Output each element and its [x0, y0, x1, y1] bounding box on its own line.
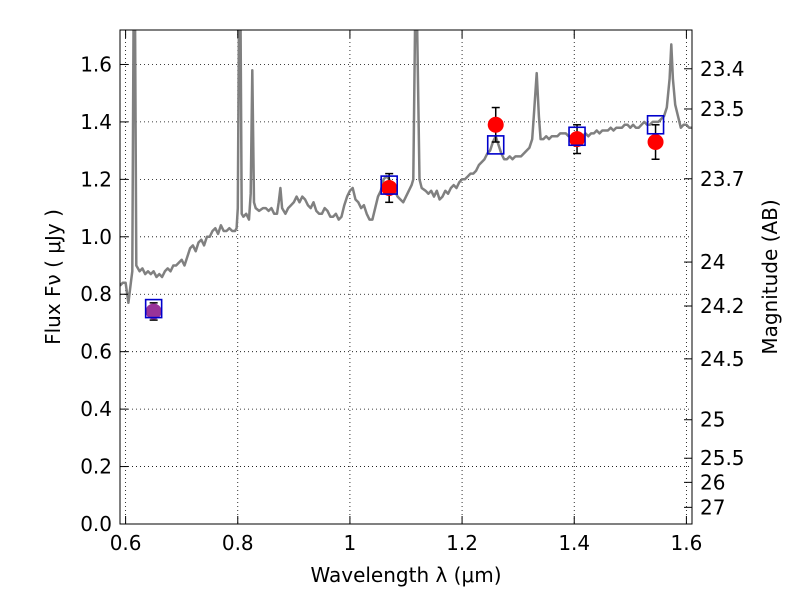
y-tick-label: 0.0 — [80, 512, 112, 536]
y-tick-label: 1.0 — [80, 225, 112, 249]
plot-frame — [119, 29, 693, 525]
observed-point — [569, 131, 586, 148]
y-tick-label: 1.2 — [80, 167, 112, 191]
model-photometry-square — [486, 135, 505, 155]
plot-area — [120, 30, 692, 321]
model-photometry-square — [380, 175, 398, 195]
right-tick-label: 23.7 — [700, 167, 745, 191]
tick-labels: 0.6 0.8 1 1.2 1.4 1.6 0.0 0.2 0.4 0.6 0.8 1.0 1.2 1.4… — [80, 52, 744, 555]
observed-point — [647, 134, 664, 151]
y-tick-label: 0.6 — [80, 340, 112, 364]
x-tick-label: 1 — [344, 531, 357, 555]
y-tick-label: 0.4 — [80, 397, 112, 421]
x-tick-label: 1.2 — [446, 531, 478, 555]
observed-point — [487, 116, 504, 133]
y-axis-label-right: Magnitude (AB) — [758, 199, 782, 354]
x-tick-label: 1.6 — [670, 531, 702, 555]
model-photometry-square — [568, 126, 586, 147]
model-photometry-square — [646, 114, 665, 135]
x-axis-label: Wavelength λ (μm) — [310, 563, 501, 587]
right-tick-label: 26 — [700, 470, 725, 494]
y-tick-label: 0.8 — [80, 282, 112, 306]
right-tick-label: 23.4 — [700, 57, 745, 81]
right-tick-label: 25 — [700, 408, 725, 432]
axis-ticks — [120, 30, 692, 525]
right-tick-label: 27 — [700, 495, 725, 519]
x-tick-label: 0.8 — [222, 531, 254, 555]
y-tick-label: 0.2 — [80, 455, 112, 479]
y-axis-label-left: Flux Fν ( μJy ) — [41, 209, 65, 345]
observed-point — [381, 179, 398, 196]
model-spectrum-line — [120, 30, 692, 305]
right-tick-label: 25.5 — [700, 446, 745, 470]
y-tick-label: 1.6 — [80, 52, 112, 76]
right-tick-label: 24.5 — [700, 347, 745, 371]
model-photometry-square — [144, 298, 163, 319]
x-tick-label: 1.4 — [558, 531, 590, 555]
right-tick-label: 24 — [700, 250, 725, 274]
x-tick-label: 0.6 — [110, 531, 142, 555]
observed-point — [145, 303, 162, 320]
right-tick-label: 23.5 — [700, 97, 745, 121]
y-tick-label: 1.4 — [80, 110, 112, 134]
right-tick-label: 24.2 — [700, 294, 745, 318]
